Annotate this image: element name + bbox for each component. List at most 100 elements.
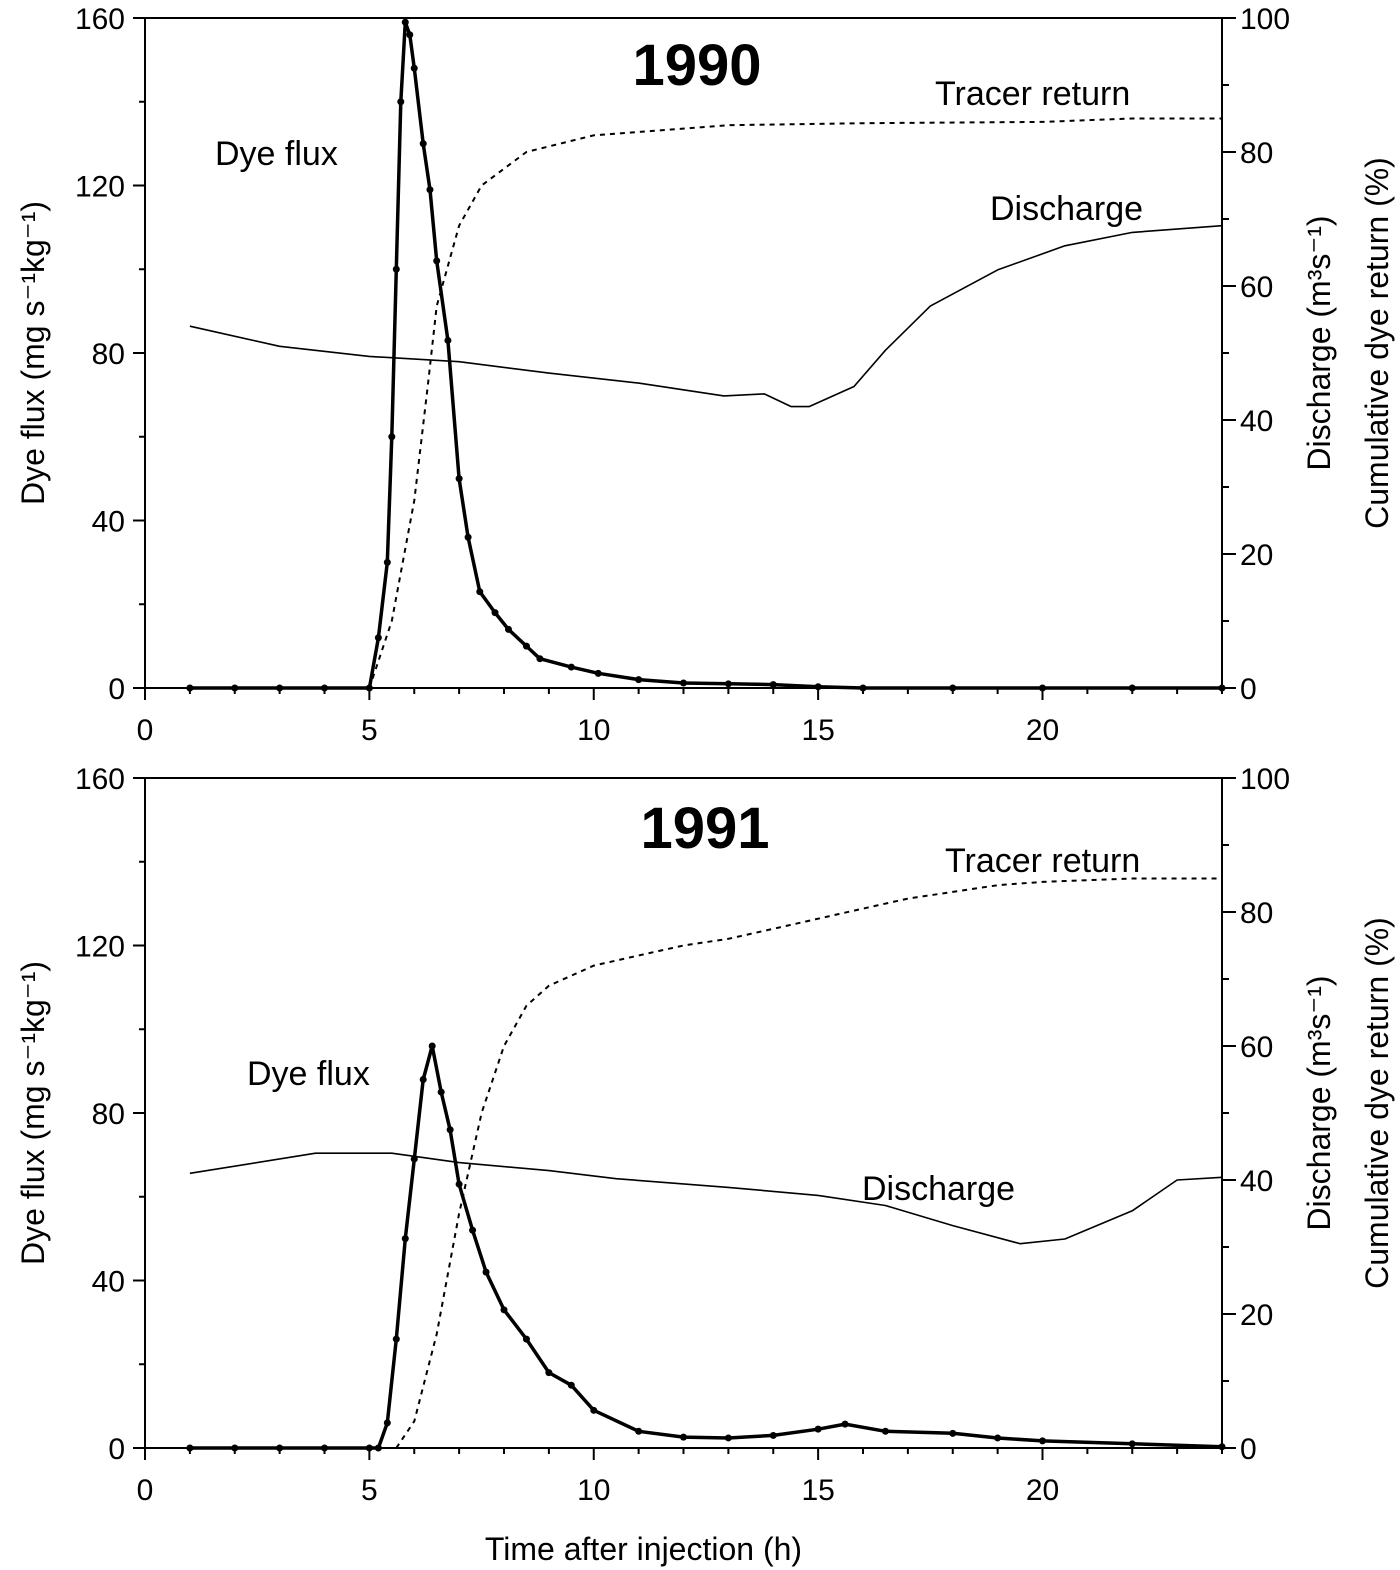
series-dye-flux-point	[567, 663, 575, 671]
series-dye-flux-point	[401, 1235, 409, 1243]
series-dye-flux-point	[769, 681, 777, 689]
series-dye-flux-point	[814, 683, 822, 691]
series-dye-flux-point	[949, 1429, 957, 1437]
y-tick-label: 0	[108, 673, 125, 706]
series-dye-flux-point	[469, 1226, 477, 1234]
x-tick-label: 5	[361, 714, 378, 747]
y-right-tick-label: 80	[1240, 897, 1273, 930]
series-dye-flux-point	[881, 1427, 889, 1435]
series-dye-flux-point	[949, 684, 957, 692]
series-dye-flux-point	[419, 1076, 427, 1083]
y-right-tick-label: 0	[1240, 1433, 1257, 1466]
y-axis-label: Dye flux (mg s⁻¹kg⁻¹)	[15, 201, 51, 505]
y-tick-label: 160	[75, 763, 125, 796]
y-tick-label: 40	[92, 506, 125, 539]
annotation-tracer-return: Tracer return	[935, 75, 1130, 113]
series-dye-flux-point	[397, 98, 405, 106]
series-dye-flux-point	[635, 676, 643, 684]
series-dye-flux-point	[491, 609, 499, 617]
series-dye-flux-point	[814, 1425, 822, 1433]
series-dye-flux-point	[841, 1420, 849, 1428]
y-right-axis-label-discharge: Discharge (m³s⁻¹)	[1301, 975, 1337, 1230]
y-right-tick-label: 80	[1240, 137, 1273, 170]
series-dye-flux-point	[536, 655, 544, 663]
x-tick-label: 0	[137, 714, 154, 747]
series-dye-flux-point	[635, 1427, 643, 1435]
panel-1991: 0 5 10 15 20 0 40 80 120 160 0 20 40 60 80 100 Dye flux …	[15, 763, 1395, 1567]
y-tick-label: 120	[75, 171, 125, 204]
x-tick-label: 20	[1026, 1474, 1059, 1507]
series-dye-flux-point	[231, 684, 239, 692]
series-dye-flux-point	[437, 1088, 445, 1096]
series-dye-flux-point	[276, 1444, 284, 1452]
annotation-discharge: Discharge	[990, 190, 1143, 228]
series-dye-flux-point	[388, 433, 396, 441]
series-dye-flux-point	[545, 1369, 553, 1377]
series-dye-flux-point	[482, 1268, 490, 1276]
series-dye-flux-point	[522, 1335, 530, 1343]
series-dye-flux-point	[476, 588, 484, 596]
series-dye-flux-point	[1039, 684, 1046, 692]
series-dye-flux-point	[994, 1434, 1002, 1442]
x-tick-label: 15	[801, 1474, 834, 1507]
series-dye-flux-point	[428, 1042, 436, 1050]
series-dye-flux-point	[321, 684, 328, 692]
x-tick-label: 0	[137, 1474, 154, 1507]
series-tracer-return-line	[395, 877, 1222, 1449]
series-dye-flux-point	[383, 558, 391, 566]
y-right-tick-label: 0	[1240, 673, 1257, 706]
x-tick-label: 10	[577, 1474, 610, 1507]
x-axis-label: Time after injection (h)	[485, 1531, 802, 1567]
annotation-dye-flux: Dye flux	[247, 1055, 370, 1093]
series-dye-flux-point	[567, 1381, 575, 1389]
series-dye-flux-point	[500, 1306, 508, 1314]
panel-title: 1991	[640, 796, 769, 861]
series-dye-flux-point	[444, 336, 452, 344]
y-right-tick-label: 100	[1240, 763, 1290, 796]
series-dye-flux-point	[426, 186, 434, 194]
series-dye-flux-point	[186, 1444, 194, 1452]
y-right-tick-label: 100	[1240, 3, 1290, 36]
series-dye-flux-point	[410, 64, 418, 72]
series-dye-flux-line	[189, 1044, 1223, 1450]
series-discharge-line	[189, 1152, 1223, 1245]
series-dye-flux-point	[455, 1180, 463, 1188]
series-dye-flux-point	[504, 625, 512, 633]
series-dye-flux-point	[231, 1444, 239, 1452]
y-right-tick-label: 60	[1240, 1031, 1273, 1064]
y-tick-label: 80	[92, 1098, 125, 1131]
series-dye-flux-point	[859, 684, 867, 692]
annotation-tracer-return: Tracer return	[945, 842, 1140, 880]
x-tick-label: 10	[577, 714, 610, 747]
y-axis-label: Dye flux (mg s⁻¹kg⁻¹)	[15, 961, 51, 1265]
series-tracer-return-line	[368, 117, 1222, 689]
series-dye-flux-point	[276, 684, 284, 692]
y-tick-label: 80	[92, 338, 125, 371]
x-tick-label: 15	[801, 714, 834, 747]
series-dye-flux-point	[1128, 684, 1136, 692]
panel-1990: 0 5 10 15 20 0 40 80 120 160 0 20 40 60 80 100 Dye flux …	[15, 3, 1395, 747]
series-dye-flux-point	[392, 1335, 400, 1343]
y-right-tick-label: 40	[1240, 405, 1273, 438]
series-dye-flux-point	[392, 265, 400, 273]
series-dye-flux-line	[189, 20, 1222, 690]
series-dye-flux-point	[446, 1126, 454, 1134]
y-right-tick-label: 20	[1240, 1299, 1273, 1332]
series-dye-flux-point	[724, 680, 732, 688]
series-dye-flux-point	[1218, 684, 1226, 692]
series-dye-flux-point	[383, 1419, 391, 1427]
series-dye-flux-point	[1039, 1437, 1046, 1445]
y-tick-label: 40	[92, 1266, 125, 1299]
annotation-discharge: Discharge	[862, 1170, 1015, 1208]
series-dye-flux-point	[365, 1444, 373, 1452]
series-dye-flux-point	[321, 1444, 328, 1452]
series-dye-flux-point	[724, 1434, 732, 1442]
series-dye-flux-point	[186, 684, 194, 692]
x-tick-label: 20	[1026, 714, 1059, 747]
series-dye-flux-point	[769, 1431, 777, 1439]
series-dye-flux-point	[680, 1433, 687, 1441]
y-right-tick-label: 60	[1240, 271, 1273, 304]
y-tick-label: 120	[75, 931, 125, 964]
series-dye-flux-point	[406, 31, 414, 39]
